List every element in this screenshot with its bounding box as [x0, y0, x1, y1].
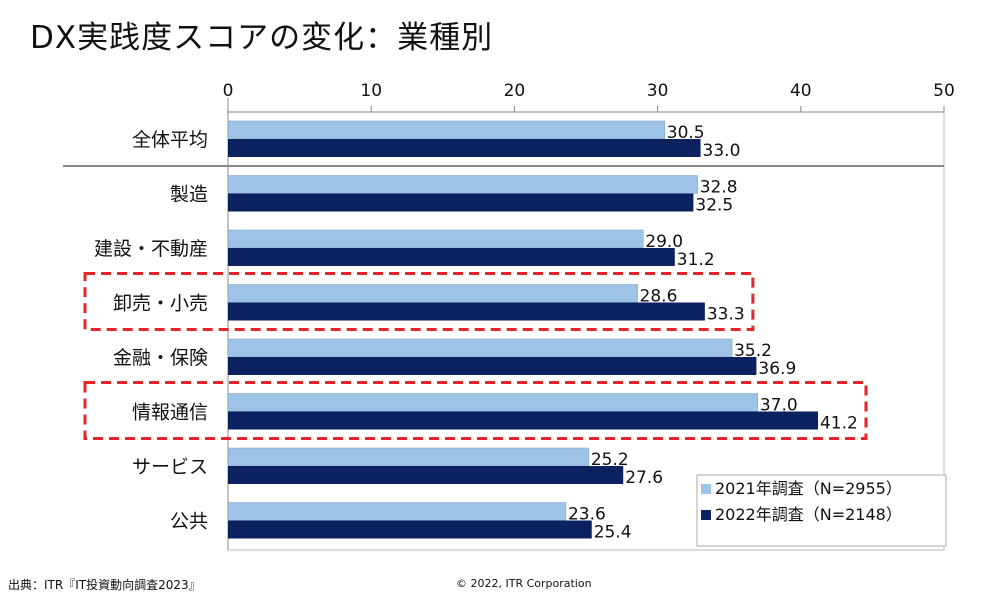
- bar-2021: [227, 284, 638, 303]
- category-label: 情報通信: [132, 402, 208, 424]
- x-tick-label: 0: [223, 81, 234, 101]
- bar-2021: [227, 502, 567, 521]
- category-label: 製造: [170, 184, 208, 206]
- data-label: 31.2: [677, 250, 715, 270]
- bar-2021: [227, 175, 698, 194]
- data-label: 27.6: [625, 468, 663, 488]
- category-label: 全体平均: [132, 129, 208, 151]
- legend-swatch: [701, 484, 711, 494]
- data-label: 35.2: [734, 341, 772, 361]
- bar-2021: [227, 120, 666, 140]
- legend-label: 2021年調査（N=2955）: [715, 479, 902, 498]
- data-label: 25.4: [594, 523, 632, 543]
- category-label: 金融・保険: [113, 347, 208, 369]
- data-label: 23.6: [568, 505, 606, 525]
- x-tick-label: 40: [790, 81, 812, 101]
- data-label: 29.0: [645, 232, 683, 252]
- data-label: 36.9: [758, 359, 796, 379]
- data-label: 28.6: [640, 287, 678, 307]
- bar-2022: [228, 357, 757, 375]
- highlight-box: [83, 381, 868, 440]
- bar-2022: [228, 248, 675, 266]
- bar-2022: [228, 302, 705, 321]
- data-label: 33.3: [707, 305, 745, 325]
- bar-2021: [227, 447, 590, 467]
- data-label: 30.5: [667, 123, 705, 143]
- bar-2022: [228, 466, 624, 484]
- bar-2022: [228, 139, 701, 157]
- bar-2022: [228, 520, 592, 539]
- data-label: 41.2: [820, 414, 858, 434]
- data-label: 37.0: [760, 396, 798, 416]
- legend-label: 2022年調査（N=2148）: [715, 505, 902, 524]
- bar-2021: [227, 229, 644, 249]
- bar-2022: [228, 411, 818, 430]
- bar-2021: [227, 338, 733, 358]
- x-tick-label: 20: [504, 81, 526, 101]
- data-label: 33.0: [703, 141, 741, 161]
- category-label: 卸売・小売: [113, 293, 208, 315]
- highlight-box: [83, 272, 755, 331]
- copyright: © 2022, ITR Corporation: [456, 577, 592, 590]
- bar-2021: [227, 393, 759, 412]
- chart-title: DX実践度スコアの変化：業種別: [30, 20, 494, 56]
- category-label: 公共: [170, 511, 208, 533]
- bar-2022: [228, 193, 694, 212]
- data-label: 25.2: [591, 450, 629, 470]
- x-tick-label: 50: [933, 81, 955, 101]
- data-label: 32.5: [695, 196, 733, 216]
- legend-swatch: [701, 510, 711, 520]
- legend-box: [696, 474, 947, 547]
- x-tick-label: 30: [647, 81, 669, 101]
- category-label: 建設・不動産: [94, 238, 208, 260]
- category-label: サービス: [132, 456, 208, 478]
- data-label: 32.8: [700, 178, 738, 198]
- x-tick-label: 10: [360, 81, 382, 101]
- source-note: 出典：ITR『IT投資動向調査2023』: [8, 578, 201, 592]
